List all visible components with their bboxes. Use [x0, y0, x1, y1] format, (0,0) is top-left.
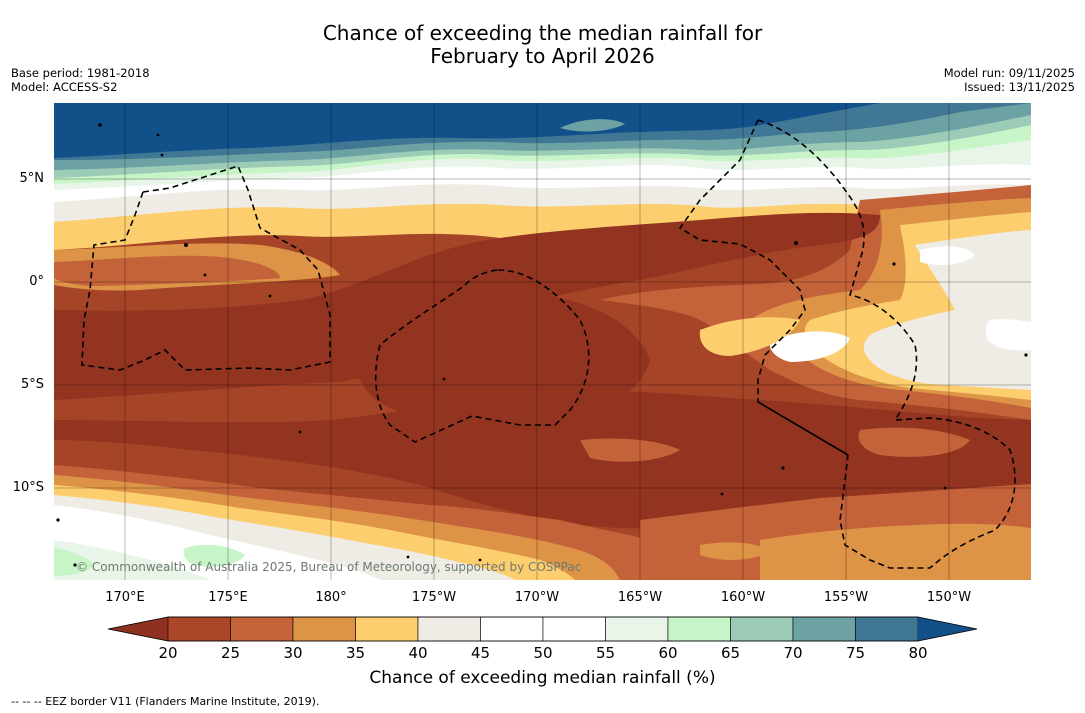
colorbar-segment — [355, 616, 419, 642]
colorbar-tick-label: 75 — [845, 644, 866, 662]
colorbar-tick-label: 35 — [345, 644, 366, 662]
colorbar-tick-label: 55 — [595, 644, 616, 662]
colorbar-segment — [417, 616, 481, 642]
colorbar-tick-label: 65 — [720, 644, 741, 662]
base-period: Base period: 1981-2018 — [11, 66, 150, 80]
model-info: Base period: 1981-2018 Model: ACCESS-S2 — [11, 66, 150, 94]
lat-label-5s: 5°S — [20, 377, 44, 392]
colorbar-segment — [730, 616, 794, 642]
colorbar-tick-label: 70 — [783, 644, 803, 662]
colorbar-segment — [167, 616, 231, 642]
colorbar-segment — [667, 616, 731, 642]
colorbar-tick-label: 50 — [533, 644, 553, 662]
islands — [56, 123, 1028, 567]
colorbar-tick-label: 80 — [908, 644, 928, 662]
lon-label-155w: 155°W — [823, 590, 869, 605]
colorbar-segment — [292, 616, 356, 642]
map-title-line2: February to April 2026 — [430, 44, 655, 68]
colorbar-label: Chance of exceeding median rainfall (%) — [369, 668, 716, 688]
colorbar-segment — [542, 616, 606, 642]
issued-date: Issued: 13/11/2025 — [964, 80, 1075, 94]
lon-label-180: 180° — [315, 590, 347, 605]
model-name: Model: ACCESS-S2 — [11, 80, 118, 94]
eez-solid-border — [757, 401, 849, 456]
colorbar-over-arrow — [918, 617, 977, 641]
colorbar-tick-label: 60 — [658, 644, 678, 662]
run-info: Model run: 09/11/2025 Issued: 13/11/2025 — [944, 66, 1075, 94]
colorbar-tick-label: 40 — [408, 644, 428, 662]
colorbar-segment — [605, 616, 669, 642]
lon-label-175e: 175°E — [208, 590, 248, 605]
lon-label-165w: 165°W — [617, 590, 663, 605]
colorbar-tick-label: 25 — [220, 644, 241, 662]
rainfall-probability-map — [54, 103, 1031, 580]
colorbar-under-arrow — [108, 617, 168, 641]
colorbar-segment — [230, 616, 294, 642]
lat-label-0: 0° — [29, 274, 44, 289]
colorbar — [107, 616, 978, 642]
lon-label-170e: 170°E — [105, 590, 145, 605]
lon-label-150w: 150°W — [926, 590, 972, 605]
lon-label-170w: 170°W — [514, 590, 560, 605]
eez-footnote: -- -- -- EEZ border V11 (Flanders Marine… — [11, 695, 320, 708]
model-run-date: Model run: 09/11/2025 — [943, 66, 1075, 80]
lat-label-10s: 10°S — [12, 480, 44, 495]
colorbar-segment — [480, 616, 544, 642]
lon-label-160w: 160°W — [720, 590, 766, 605]
colorbar-tick-label: 20 — [158, 644, 178, 662]
colorbar-segment — [792, 616, 856, 642]
colorbar-segment — [855, 616, 919, 642]
lon-label-175w: 175°W — [411, 590, 457, 605]
graticule — [54, 103, 1031, 580]
copyright-notice: © Commonwealth of Australia 2025, Bureau… — [76, 560, 581, 574]
lat-label-5n: 5°N — [19, 171, 45, 186]
colorbar-tick-label: 45 — [470, 644, 491, 662]
eez-borders — [81, 119, 1016, 569]
map-title-line1: Chance of exceeding the median rainfall … — [322, 21, 763, 45]
colorbar-tick-label: 30 — [283, 644, 303, 662]
